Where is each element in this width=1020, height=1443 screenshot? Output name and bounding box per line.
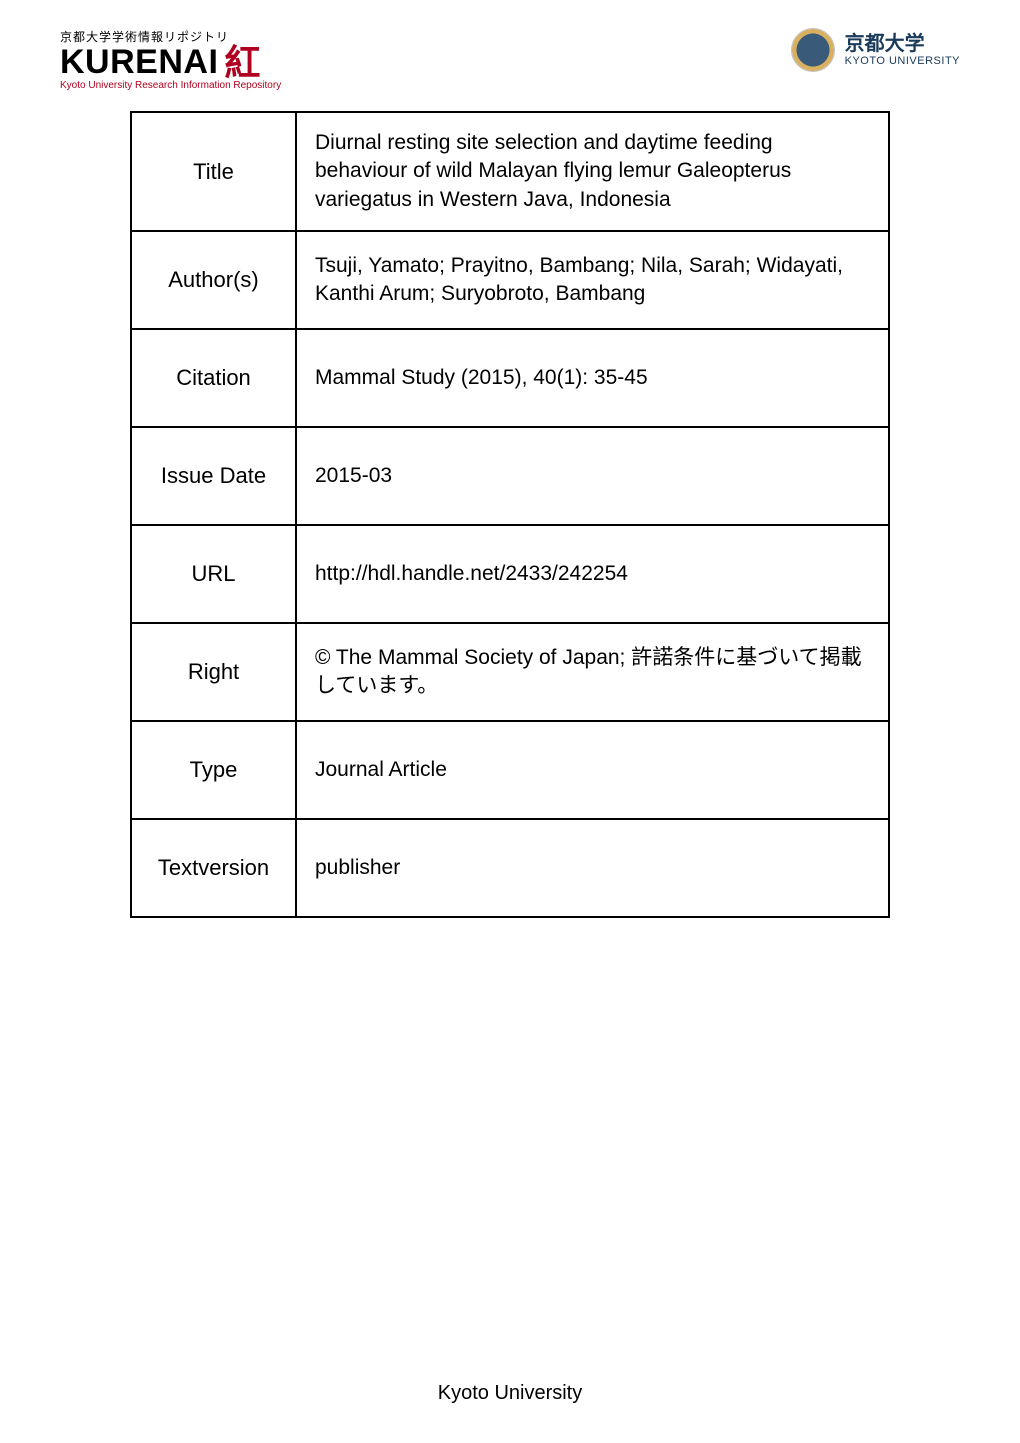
university-name-jp: 京都大学: [845, 33, 960, 55]
value-issue-date: 2015-03: [296, 427, 889, 525]
metadata-table: Title Diurnal resting site selection and…: [130, 111, 890, 918]
value-right: © The Mammal Society of Japan; 許諾条件に基づいて…: [296, 623, 889, 721]
value-title: Diurnal resting site selection and dayti…: [296, 112, 889, 231]
table-row: Title Diurnal resting site selection and…: [131, 112, 889, 231]
table-row: Citation Mammal Study (2015), 40(1): 35-…: [131, 329, 889, 427]
page-header: 京都大学学術情報リポジトリ KURENAI 紅 Kyoto University…: [0, 0, 1020, 101]
page-footer: Kyoto University: [0, 1382, 1020, 1405]
university-crest-icon: [791, 28, 835, 72]
value-authors: Tsuji, Yamato; Prayitno, Bambang; Nila, …: [296, 231, 889, 329]
value-citation: Mammal Study (2015), 40(1): 35-45: [296, 329, 889, 427]
label-right: Right: [131, 623, 296, 721]
value-url: http://hdl.handle.net/2433/242254: [296, 525, 889, 623]
value-textversion: publisher: [296, 819, 889, 917]
value-type: Journal Article: [296, 721, 889, 819]
repository-brand: KURENAI: [60, 43, 218, 82]
table-row: Right © The Mammal Society of Japan; 許諾条…: [131, 623, 889, 721]
label-authors: Author(s): [131, 231, 296, 329]
label-issue-date: Issue Date: [131, 427, 296, 525]
label-type: Type: [131, 721, 296, 819]
university-logo: 京都大学 KYOTO UNIVERSITY: [791, 28, 960, 72]
repository-brand-row: KURENAI 紅: [60, 43, 260, 82]
table-row: URL http://hdl.handle.net/2433/242254: [131, 525, 889, 623]
label-url: URL: [131, 525, 296, 623]
label-citation: Citation: [131, 329, 296, 427]
table-row: Author(s) Tsuji, Yamato; Prayitno, Bamba…: [131, 231, 889, 329]
table-row: Type Journal Article: [131, 721, 889, 819]
university-name-en: KYOTO UNIVERSITY: [845, 55, 960, 67]
label-textversion: Textversion: [131, 819, 296, 917]
kurenai-kanji-icon: 紅: [224, 45, 260, 81]
repository-logo: 京都大学学術情報リポジトリ KURENAI 紅 Kyoto University…: [60, 28, 281, 91]
university-text: 京都大学 KYOTO UNIVERSITY: [845, 33, 960, 67]
label-title: Title: [131, 112, 296, 231]
repository-subline: Kyoto University Research Information Re…: [60, 80, 281, 91]
table-row: Issue Date 2015-03: [131, 427, 889, 525]
table-row: Textversion publisher: [131, 819, 889, 917]
